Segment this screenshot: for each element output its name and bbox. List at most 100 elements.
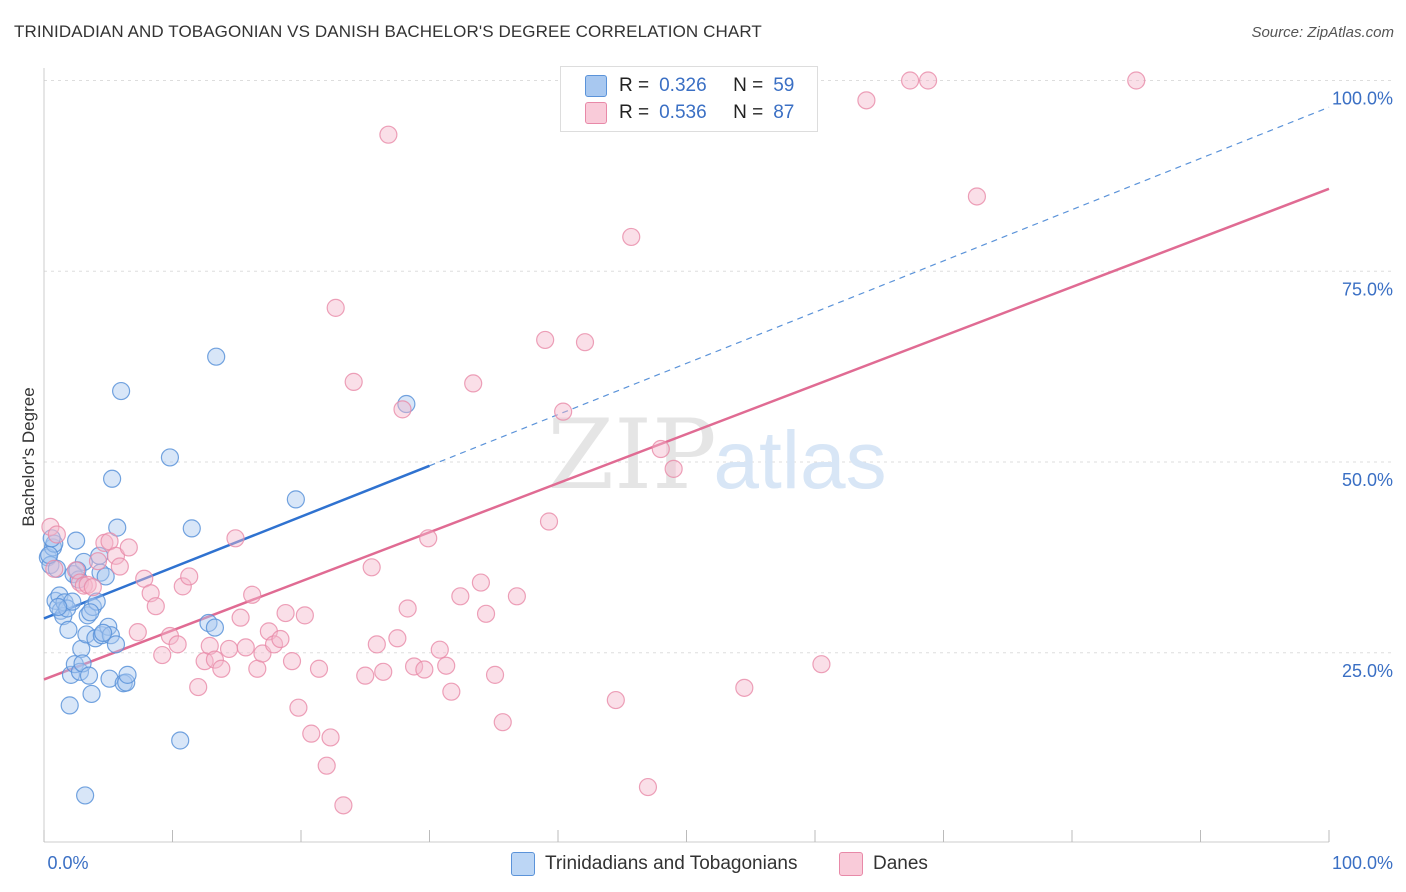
legend-r-label: R =	[619, 75, 650, 96]
point-danes	[507, 587, 526, 606]
point-trinidadians	[108, 518, 127, 537]
point-trinidadians	[49, 597, 68, 617]
point-danes	[419, 529, 438, 548]
point-danes	[664, 459, 683, 478]
point-danes	[539, 512, 559, 531]
point-danes	[289, 698, 308, 717]
y-axis-label: Bachelor's Degree	[19, 387, 38, 526]
tick-labels: 25.0% 50.0% 75.0% 100.0% 0.0% 100.0%	[47, 89, 1393, 874]
point-danes	[1127, 71, 1146, 90]
series-trinidadians-points	[38, 347, 416, 805]
point-danes	[575, 333, 595, 352]
source-label: Source: ZipAtlas.com	[1251, 24, 1394, 41]
point-danes	[83, 578, 102, 597]
point-danes	[302, 724, 321, 743]
point-danes	[493, 713, 512, 732]
legend-r-label: R =	[619, 102, 650, 123]
x-tick-label-min: 0.0%	[47, 853, 88, 873]
point-trinidadians	[286, 490, 305, 509]
point-danes	[967, 187, 987, 206]
point-danes	[248, 659, 267, 678]
point-danes	[554, 402, 573, 421]
point-trinidadians	[106, 635, 126, 654]
point-trinidadians	[79, 666, 99, 685]
point-danes	[200, 636, 219, 655]
point-danes	[226, 529, 245, 548]
point-trinidadians	[96, 567, 115, 586]
series-danes-points	[41, 71, 1146, 815]
point-danes	[536, 330, 555, 350]
point-danes	[45, 559, 64, 578]
point-danes	[282, 652, 302, 671]
point-trinidadians	[59, 620, 78, 639]
point-danes	[451, 587, 470, 606]
point-danes	[110, 557, 129, 576]
point-trinidadians	[60, 696, 79, 715]
point-danes	[430, 640, 449, 659]
point-trinidadians	[81, 603, 100, 622]
point-trinidadians	[82, 684, 101, 704]
point-danes	[476, 604, 496, 623]
point-danes	[231, 608, 250, 627]
point-trinidadians	[207, 347, 226, 366]
legend-label-danes: Danes	[873, 853, 928, 874]
x-tick-label-max: 100.0%	[1332, 853, 1393, 873]
point-danes	[622, 227, 641, 247]
y-tick-label: 50.0%	[1342, 470, 1393, 490]
point-danes	[309, 659, 329, 678]
point-trinidadians	[160, 448, 180, 467]
legend-swatch-blue	[511, 852, 535, 876]
y-tick-label: 75.0%	[1342, 279, 1393, 299]
point-danes	[344, 372, 363, 391]
point-danes	[437, 656, 456, 675]
point-danes	[173, 577, 192, 596]
point-danes	[471, 573, 490, 592]
correlation-legend: R = 0.326 N = 59 R = 0.536 N = 87	[560, 66, 818, 132]
legend-item-danes[interactable]: Danes	[839, 852, 928, 876]
point-danes	[41, 517, 60, 536]
legend-n-value-pink: 87	[773, 102, 795, 123]
legend-n-label: N =	[733, 75, 764, 96]
point-danes	[356, 666, 375, 685]
legend-swatch-pink	[585, 102, 607, 124]
point-danes	[236, 638, 255, 657]
point-danes	[317, 756, 336, 775]
point-trinidadians	[94, 623, 113, 643]
legend-item-trinidadians[interactable]: Trinidadians and Tobagonians	[511, 852, 797, 876]
trend-line-trinidadians-extension	[429, 106, 1330, 467]
point-danes	[168, 635, 187, 654]
point-danes	[857, 91, 876, 110]
point-danes	[485, 665, 505, 684]
point-danes	[398, 599, 417, 618]
point-danes	[367, 635, 386, 654]
point-danes	[442, 682, 461, 701]
point-danes	[119, 538, 138, 557]
point-danes	[735, 678, 754, 697]
point-trinidadians	[72, 639, 91, 659]
legend-label-trinidadians: Trinidadians and Tobagonians	[545, 853, 798, 874]
point-danes	[388, 629, 407, 648]
legend-r-value-pink: 0.536	[659, 102, 707, 123]
point-danes	[321, 728, 340, 747]
point-danes	[276, 603, 295, 623]
point-danes	[651, 439, 670, 459]
y-tick-label: 100.0%	[1332, 89, 1393, 109]
trend-lines	[43, 106, 1330, 681]
point-danes	[464, 374, 483, 393]
point-danes	[153, 645, 172, 665]
point-danes	[106, 546, 126, 565]
point-danes	[900, 71, 920, 90]
point-trinidadians	[87, 592, 106, 611]
point-danes	[334, 796, 353, 815]
point-danes	[379, 125, 398, 144]
legend-swatch-blue	[585, 75, 607, 97]
trend-line-danes	[43, 187, 1330, 681]
trend-line-trinidadians	[43, 464, 430, 620]
point-danes	[638, 777, 658, 797]
point-danes	[219, 639, 239, 659]
point-trinidadians	[182, 519, 201, 538]
point-danes	[205, 650, 225, 669]
point-danes	[415, 660, 434, 679]
point-danes	[212, 659, 231, 678]
